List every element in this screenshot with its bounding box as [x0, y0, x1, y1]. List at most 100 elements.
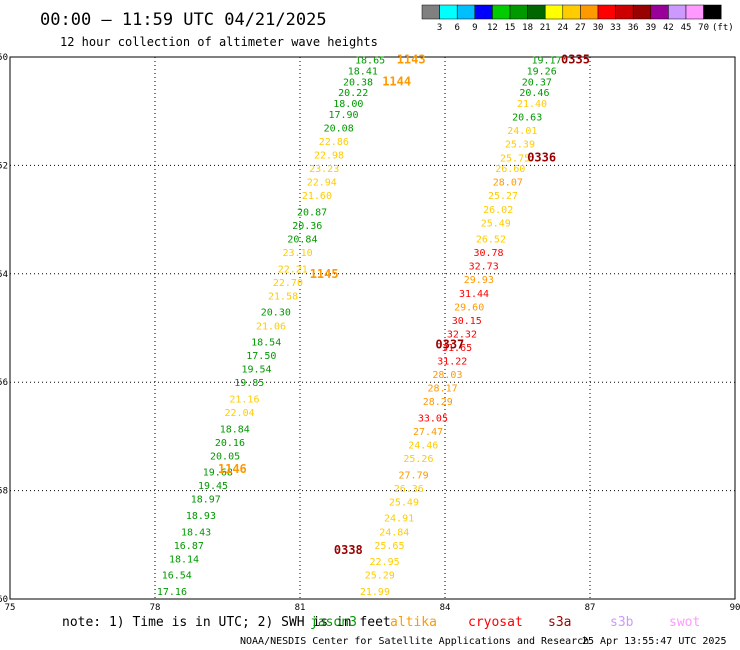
data-point-s3a: 33.05: [418, 413, 448, 424]
colorbar-swatch: [562, 4, 581, 20]
data-point-jason3: 21.06: [256, 321, 286, 332]
data-point-s3a: 21.43: [355, 600, 385, 611]
data-point-s3a: 28.07: [493, 178, 523, 189]
colorbar-unit: (ft): [712, 23, 734, 33]
data-point-s3a: 21.34: [341, 646, 371, 650]
colorbar-swatch: [544, 4, 564, 20]
data-point-s3a: 25.75: [500, 153, 530, 164]
x-tick-label: 75: [5, 603, 16, 613]
data-point-s3a: 25.49: [389, 497, 419, 508]
colorbar-swatch: [456, 4, 476, 20]
data-point-jason3: 18.65: [355, 56, 385, 67]
data-point-s3a: 30.78: [473, 248, 503, 259]
satellite-legend-jason3: jason3: [310, 615, 357, 630]
satellite-legend-s3a: s3a: [548, 615, 571, 630]
data-point-s3a: 25.49: [481, 218, 511, 229]
colorbar-swatch: [474, 4, 493, 20]
data-point-jason3: 20.38: [343, 77, 373, 88]
colorbar-label: 3: [437, 23, 442, 33]
data-point-jason3: 21.16: [229, 394, 259, 405]
data-point-jason3: 19.54: [241, 365, 271, 376]
data-point-jason3: 21.58: [268, 291, 298, 302]
data-point-s3a: 22.95: [370, 557, 400, 568]
data-point-jason3: 22.86: [319, 137, 349, 148]
data-point-s3a: 26.36: [394, 484, 424, 495]
pass-labels: 1143 1144 1145 1146 0335 0336 0337 0338: [218, 53, 590, 558]
colorbar-label: 27: [575, 23, 586, 33]
data-point-jason3: 16.87: [174, 541, 204, 552]
data-point-s3a: 20.63: [512, 113, 542, 124]
data-point-jason3: 16.93: [138, 630, 168, 641]
footer-note: note: 1) Time is in UTC; 2) SWH is in fe…: [62, 615, 391, 630]
colorbar-swatch: [703, 4, 722, 20]
plot-grid: [10, 57, 735, 599]
colorbar-label: 15: [505, 23, 516, 33]
data-point-s3a: 32.73: [469, 262, 499, 273]
colorbar-label: 39: [645, 23, 656, 33]
data-point-s3a: 29.93: [464, 275, 494, 286]
data-point-s3a: 24.46: [408, 441, 438, 452]
data-point-jason3: 22.21: [278, 264, 308, 275]
data-point-jason3: 17.50: [246, 351, 276, 362]
x-tick-label: 87: [585, 603, 596, 613]
data-point-jason3: 23.23: [309, 164, 339, 175]
data-point-s3a: 28.03: [432, 370, 462, 381]
pass-label: 1146: [218, 462, 247, 476]
colorbar-label: 6: [454, 23, 459, 33]
x-tick-label: 84: [440, 603, 451, 613]
data-point-s3a: 19.17: [531, 56, 561, 67]
data-point-jason3: 22.94: [307, 178, 337, 189]
colorbar-swatch: [580, 4, 599, 20]
pass-label: 0338: [334, 543, 363, 557]
satellite-legend-cryosat: cryosat: [468, 615, 523, 630]
data-point-jason3: 19.45: [198, 481, 228, 492]
data-point-jason3: 19.68: [203, 468, 233, 479]
colorbar-label: 9: [472, 23, 477, 33]
data-point-s3a: 24.84: [379, 527, 409, 538]
data-point-jason3: 20.08: [324, 123, 354, 134]
colorbar-label: 24: [557, 23, 568, 33]
data-point-jason3: 18.84: [220, 424, 250, 435]
satellite-legend-swot: swot: [669, 615, 700, 630]
data-point-jason3: 20.87: [297, 207, 327, 218]
data-point-jason3: 17.16: [157, 587, 187, 598]
data-point-s3a: 24.91: [384, 514, 414, 525]
colorbar-swatch: [650, 4, 669, 20]
colorbar-swatch: [439, 4, 458, 20]
colorbar-label: 21: [540, 23, 551, 33]
data-point-jason3: 18.41: [348, 67, 378, 78]
data-point-s3a: 26.60: [495, 164, 525, 175]
data-point-s3a: 27.47: [413, 427, 443, 438]
colorbar-swatch: [492, 4, 511, 20]
data-point-jason3: 20.30: [261, 308, 291, 319]
pass-label: 1145: [310, 267, 339, 281]
colorbar-swatch: [685, 4, 704, 20]
colorbar-label: 18: [522, 23, 533, 33]
colorbar-label: 45: [681, 23, 692, 33]
data-point-jason3: 20.36: [292, 221, 322, 232]
colorbar-legend: 3 6 9 12 15 18 21 24 27 30 33 36 39 42 45 70: [421, 4, 722, 33]
pass-label: 0336: [527, 150, 556, 164]
data-point-jason3: 18.00: [333, 99, 363, 110]
chart-subtitle: 12 hour collection of altimeter wave hei…: [60, 35, 378, 49]
data-point-jason3: 18.14: [169, 554, 199, 565]
chart-title: 00:00 – 11:59 UTC 04/21/2025: [40, 10, 327, 30]
data-point-s3a: 28.17: [428, 384, 458, 395]
data-point-jason3: 18.54: [251, 338, 281, 349]
data-point-s3a: 31.44: [459, 289, 489, 300]
data-point-jason3: 22.98: [314, 151, 344, 162]
y-tick-label: -52: [0, 161, 8, 171]
axis-ticks: 75 78 81 84 87 90 -50 -52 -54 -56 -58 -60: [0, 53, 740, 613]
data-point-s3a: 29.60: [454, 302, 484, 313]
data-point-s3a: 30.15: [452, 316, 482, 327]
colorbar-label: 70: [698, 23, 709, 33]
data-point-s3a: 28.29: [423, 397, 453, 408]
data-point-jason3: 18.97: [191, 495, 221, 506]
x-tick-label: 78: [150, 603, 161, 613]
colorbar-swatch: [615, 4, 634, 20]
colorbar-swatch: [509, 4, 528, 20]
data-point-jason3: 18.93: [186, 511, 216, 522]
data-point-s3a: 25.29: [365, 571, 395, 582]
x-tick-label: 81: [295, 603, 306, 613]
